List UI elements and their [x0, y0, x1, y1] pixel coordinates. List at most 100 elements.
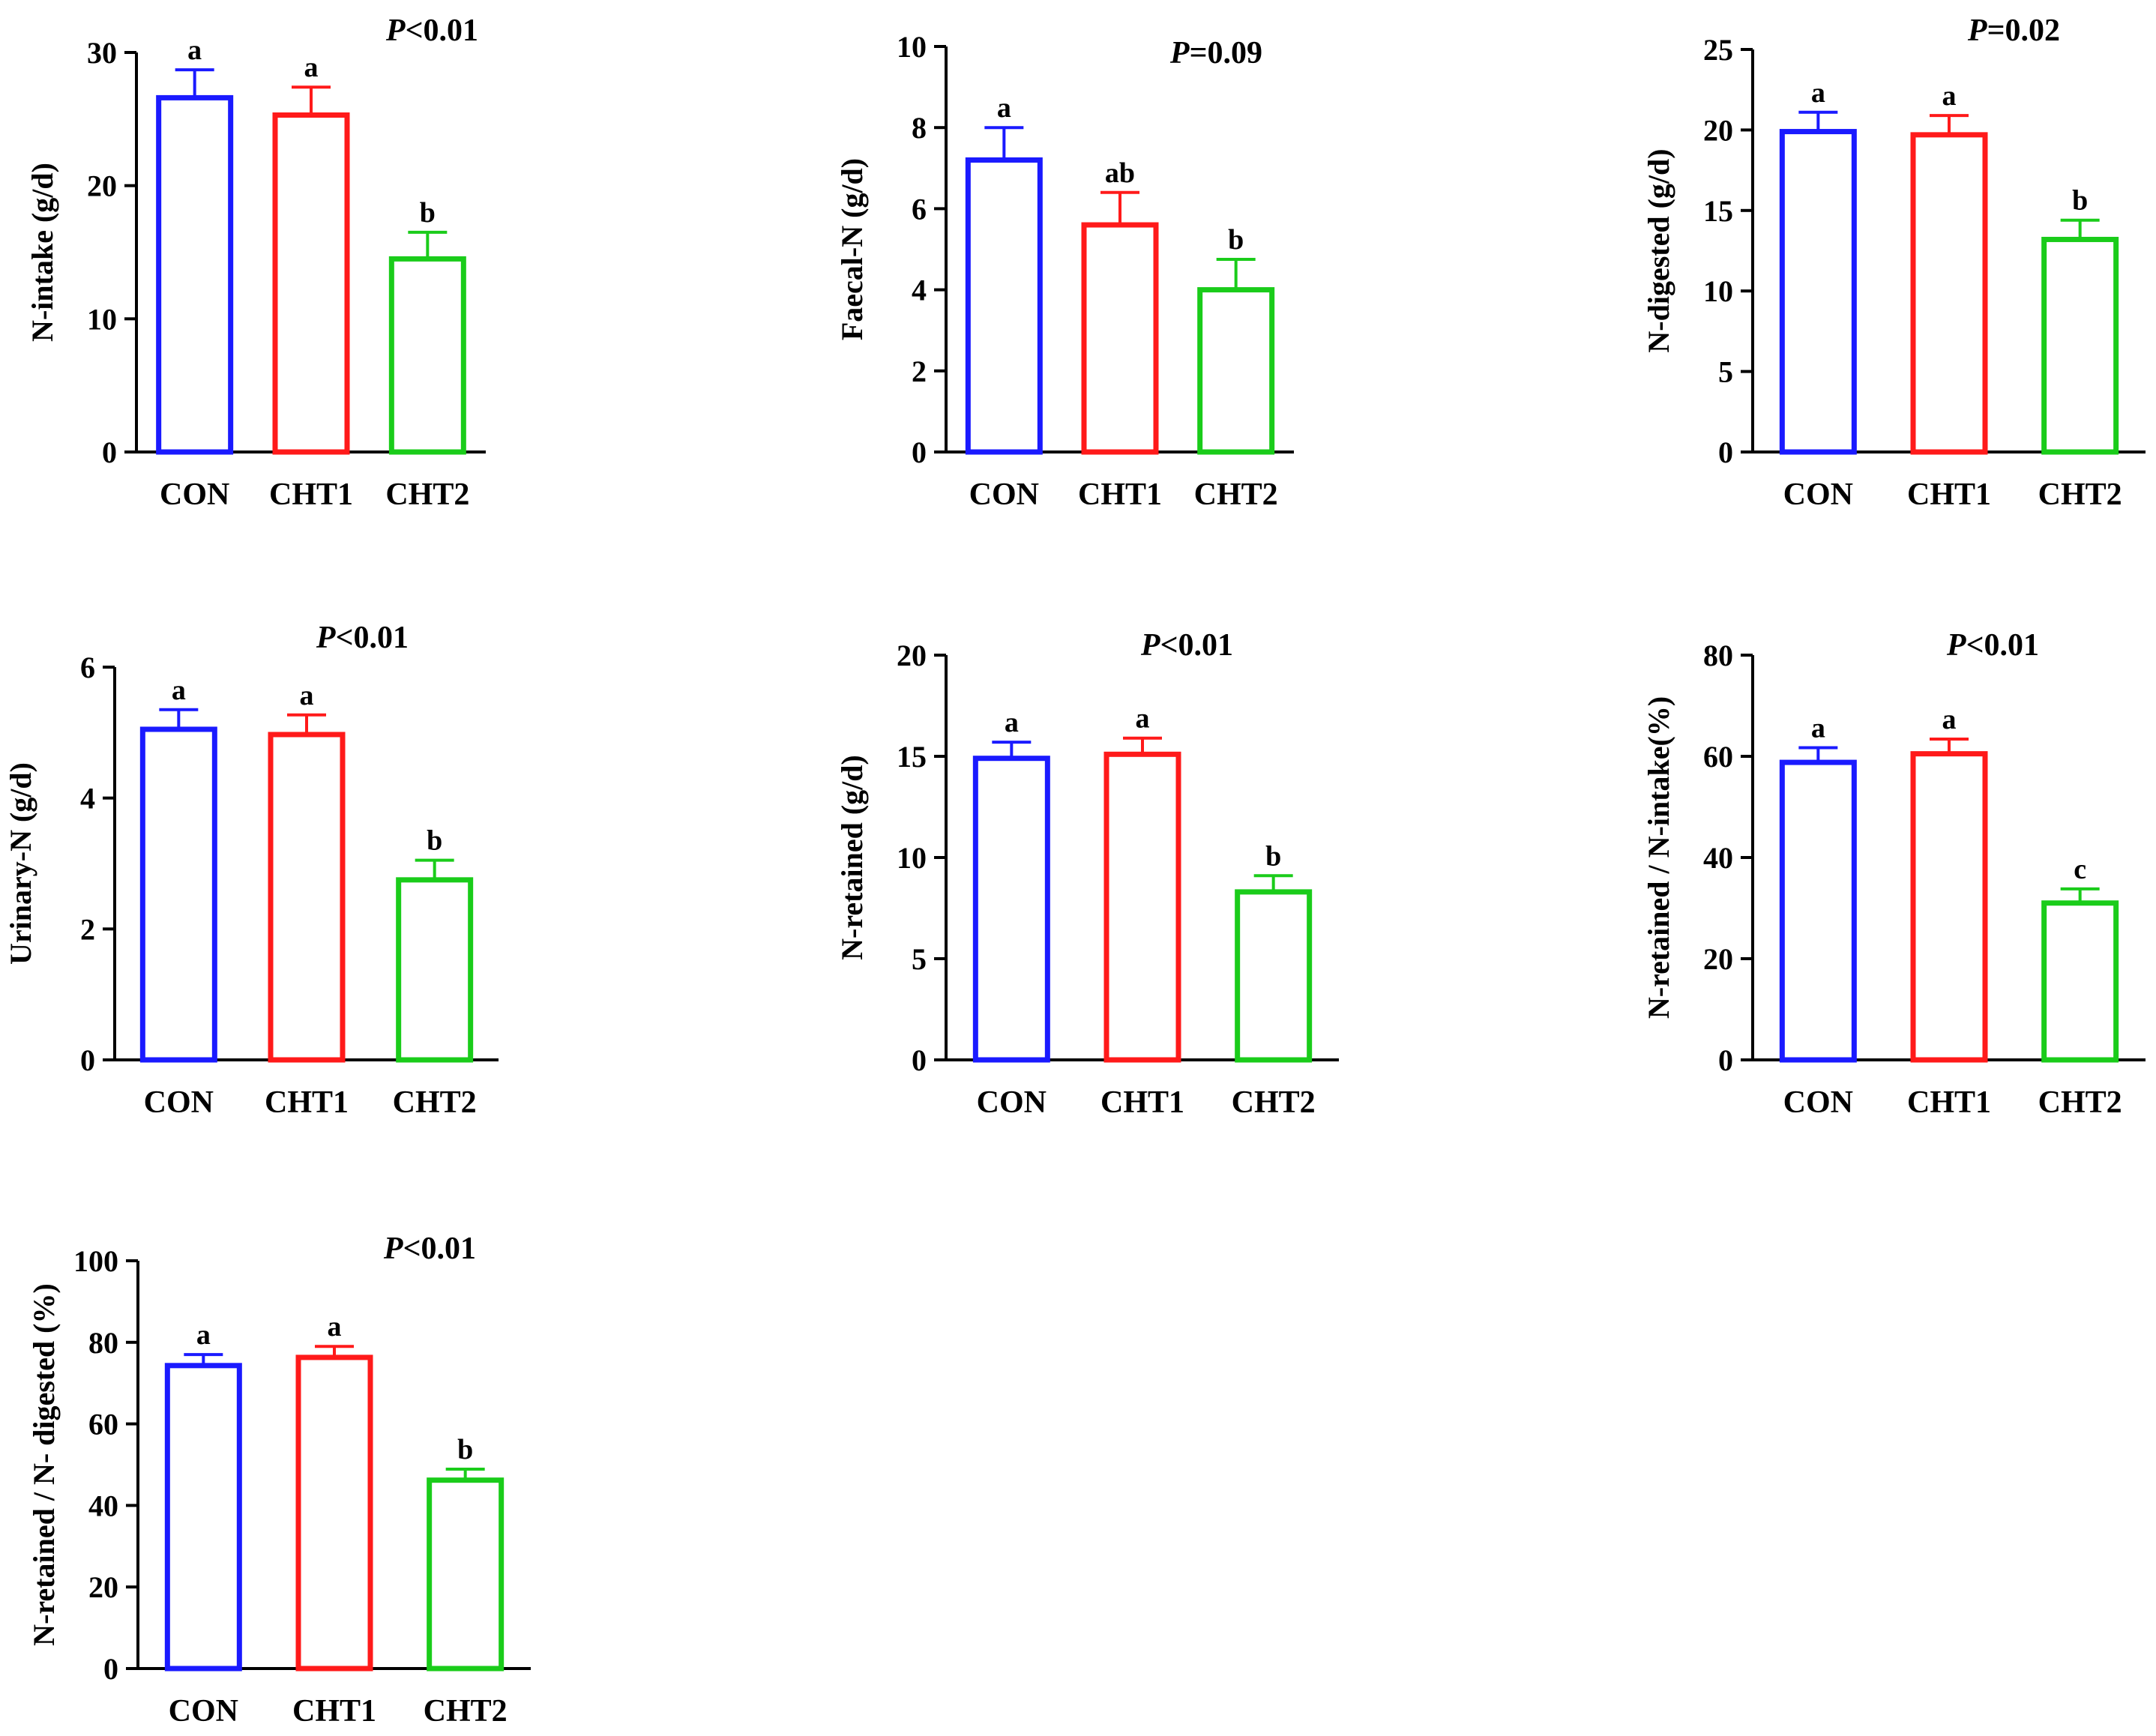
category-label: CON [969, 477, 1039, 512]
y-tick-label: 10 [87, 302, 117, 336]
significance-letter: b [427, 825, 442, 857]
y-tick-label: 20 [87, 169, 117, 203]
p-value-text: <0.01 [403, 1232, 476, 1266]
significance-letter: a [1811, 713, 1825, 744]
significance-letter: a [300, 680, 314, 711]
y-axis-label: N-intake (g/d) [25, 163, 59, 342]
bar-con [139, 726, 217, 1063]
bar-cht1 [1910, 132, 1988, 455]
category-label: CHT1 [1100, 1085, 1184, 1120]
chart-panel-1: 0 10 20 30 N-intake (g/d) P<0.01 a CON a CHT1 b CHT… [25, 13, 486, 512]
p-value-label: P<0.01 [385, 13, 478, 48]
category-label: CHT2 [2038, 477, 2122, 512]
bar-cht2 [2041, 900, 2119, 1063]
p-value-text: =0.09 [1190, 36, 1262, 70]
y-tick-label: 20 [1703, 113, 1733, 147]
p-value-symbol: P [385, 13, 406, 48]
significance-letter: a [187, 34, 202, 66]
p-value-symbol: P [383, 1232, 403, 1266]
y-tick-label: 20 [88, 1570, 118, 1604]
significance-letter: ab [1105, 157, 1135, 189]
p-value-text: <0.01 [1966, 628, 2039, 663]
category-label: CON [144, 1085, 214, 1120]
significance-letter: a [172, 675, 186, 706]
bar-cht1 [295, 1354, 373, 1672]
p-value-text: <0.01 [1160, 628, 1233, 663]
category-label: CHT2 [385, 477, 469, 512]
category-label: CHT1 [1907, 477, 1991, 512]
y-tick-label: 100 [73, 1244, 118, 1278]
y-tick-label: 0 [103, 1652, 118, 1686]
y-tick-label: 10 [1703, 274, 1733, 308]
significance-letter: a [997, 92, 1011, 124]
p-value-symbol: P [1140, 628, 1160, 663]
y-tick-label: 60 [88, 1408, 118, 1441]
significance-letter: a [1942, 80, 1957, 112]
category-label: CHT1 [1078, 477, 1162, 512]
significance-letter: a [1942, 704, 1957, 735]
bar-con [156, 94, 234, 455]
y-tick-label: 8 [912, 111, 927, 145]
chart-panel-7: 0 20 40 60 80 100 N-retained / N- digested (%)… [27, 1232, 531, 1729]
y-tick-label: 80 [88, 1326, 118, 1360]
y-tick-label: 15 [1703, 194, 1733, 228]
y-tick-label: 5 [1718, 355, 1733, 389]
bar-cht1 [268, 732, 346, 1063]
significance-letter: a [1005, 707, 1019, 738]
p-value-label: P<0.01 [1140, 628, 1233, 663]
significance-letter: a [304, 52, 319, 83]
y-tick-label: 40 [88, 1489, 118, 1522]
category-label: CHT2 [393, 1085, 477, 1120]
y-tick-label: 5 [912, 942, 927, 976]
y-tick-label: 10 [897, 841, 927, 875]
p-value-text: =0.02 [1987, 13, 2060, 48]
significance-letter: a [328, 1311, 342, 1342]
p-value-text: <0.01 [336, 621, 409, 655]
y-axis-label: N-digested (g/d) [1642, 148, 1675, 352]
bar-cht2 [1235, 889, 1313, 1063]
significance-letter: b [1265, 840, 1281, 872]
significance-letter: b [2072, 185, 2088, 217]
y-axis-label: N-retained (g/d) [835, 755, 869, 960]
y-tick-label: 4 [912, 274, 927, 307]
p-value-symbol: P [1946, 628, 1966, 663]
category-label: CHT2 [424, 1694, 508, 1729]
bar-con [965, 157, 1043, 455]
chart-panel-2: 0 2 4 6 8 10 Faecal-N (g/d) P=0.09 a CON ab CHT1 b CH… [835, 30, 1294, 512]
category-label: CHT1 [265, 1085, 349, 1120]
y-tick-label: 10 [897, 30, 927, 64]
bar-con [1779, 759, 1857, 1063]
significance-letter: b [1228, 224, 1244, 256]
bar-con [1779, 129, 1857, 455]
significance-letter: b [420, 197, 436, 229]
category-label: CHT1 [269, 477, 353, 512]
bar-cht1 [1103, 751, 1181, 1063]
p-value-label: P<0.01 [316, 621, 409, 655]
bar-cht2 [1197, 287, 1275, 455]
y-tick-label: 6 [912, 192, 927, 226]
bar-cht2 [2041, 236, 2119, 455]
significance-letter: a [1136, 703, 1150, 735]
bar-cht2 [396, 877, 474, 1063]
y-tick-label: 20 [897, 639, 927, 672]
significance-letter: c [2074, 854, 2086, 885]
p-value-text: <0.01 [406, 13, 478, 48]
y-tick-label: 0 [102, 435, 117, 469]
y-tick-label: 30 [87, 36, 117, 70]
chart-panel-5: 0 5 10 15 20 N-retained (g/d) P<0.01 a CON a CHT1 b… [835, 628, 1339, 1120]
significance-letter: b [457, 1434, 473, 1465]
bar-cht1 [1910, 751, 1988, 1063]
p-value-symbol: P [1967, 13, 1987, 48]
category-label: CHT1 [1907, 1085, 1991, 1120]
y-tick-label: 0 [912, 1043, 927, 1077]
category-label: CON [169, 1694, 238, 1729]
y-tick-label: 0 [912, 435, 927, 469]
bar-cht1 [1081, 222, 1159, 455]
y-tick-label: 0 [80, 1043, 95, 1077]
bar-cht2 [388, 256, 466, 455]
chart-panel-3: 0 5 10 15 20 25 N-digested (g/d) P=0.02 a CON a CHT… [1642, 13, 2146, 512]
category-label: CHT2 [1232, 1085, 1316, 1120]
bar-cht1 [272, 112, 350, 455]
y-axis-label: Faecal-N (g/d) [835, 158, 869, 340]
